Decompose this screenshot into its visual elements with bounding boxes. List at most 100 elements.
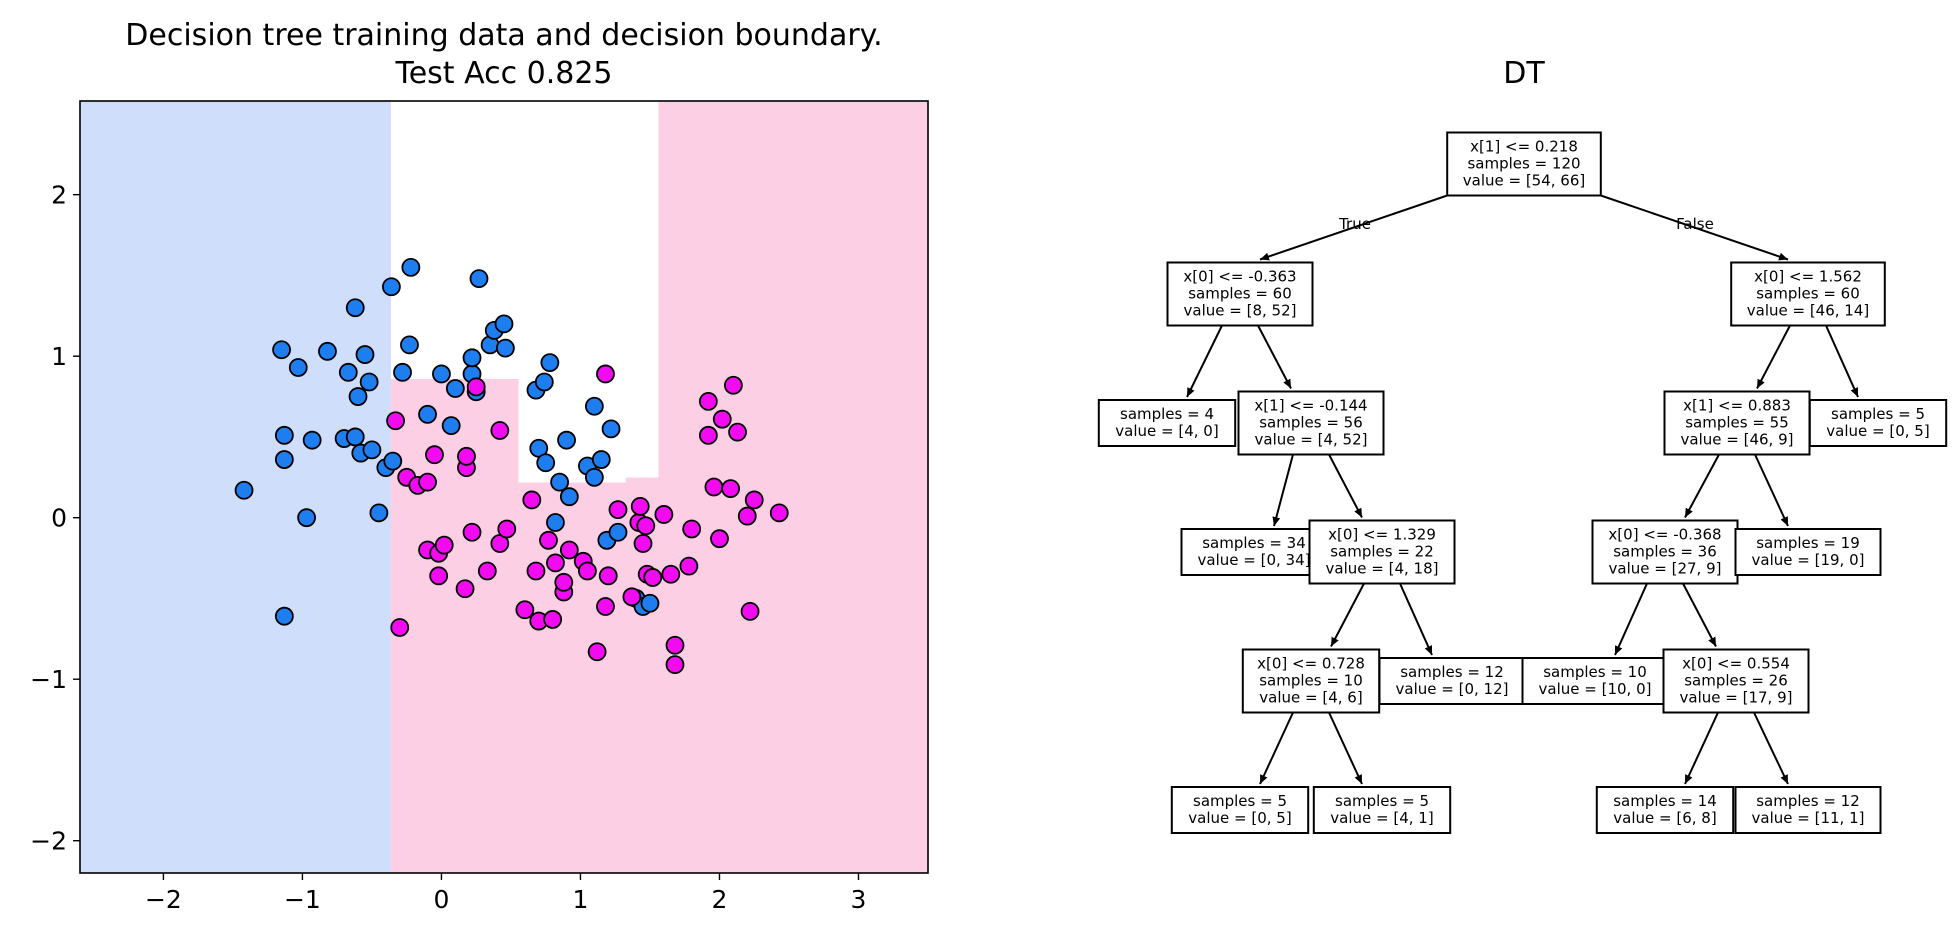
tree-node-text: samples = 36 xyxy=(1613,543,1717,561)
tree-edge-n14-n17 xyxy=(1684,712,1719,785)
tree-node-text: value = [19, 0] xyxy=(1752,551,1865,569)
class1-point-53 xyxy=(712,409,732,429)
class0-point-23 xyxy=(400,335,419,355)
tree-node-text: samples = 60 xyxy=(1188,285,1292,303)
class0-point-20 xyxy=(381,277,401,297)
tree-title: DT xyxy=(1503,56,1545,91)
x-tick-label-1: −1 xyxy=(284,885,321,914)
tree-node-text: samples = 5 xyxy=(1335,792,1429,810)
class1-point-23 xyxy=(539,530,558,550)
tree-edge-n1-n3 xyxy=(1186,325,1223,398)
class1-point-6 xyxy=(425,445,444,465)
class1-point-39 xyxy=(633,534,653,553)
class0-point-27 xyxy=(441,416,461,436)
class0-point-7 xyxy=(302,430,322,450)
tree-node-text: samples = 34 xyxy=(1202,534,1306,552)
class1-point-19 xyxy=(515,600,535,620)
tree-node-text: x[1] <= -0.144 xyxy=(1254,397,1367,415)
y-tick-label-2: 0 xyxy=(51,504,67,533)
tree-node-text: value = [8, 52] xyxy=(1184,302,1297,320)
class0-point-17 xyxy=(362,440,382,460)
scatter-points xyxy=(234,257,789,675)
tree-edge-n4-n7 xyxy=(1272,454,1294,527)
tree-node-text: value = [54, 66] xyxy=(1463,172,1586,190)
tree-edge-label-true: True xyxy=(1338,215,1371,233)
tree-node-text: value = [4, 18] xyxy=(1326,560,1439,578)
tree-node-text: value = [4, 52] xyxy=(1255,431,1368,449)
tree-node-box xyxy=(1180,528,1328,576)
tree-node-text: samples = 4 xyxy=(1120,405,1214,423)
class1-point-25 xyxy=(546,553,565,573)
class1-point-21 xyxy=(526,561,546,581)
tree-node-text: value = [4, 0] xyxy=(1115,422,1218,440)
class0-point-1 xyxy=(272,340,291,360)
x-tick-label-3: 1 xyxy=(573,885,589,914)
class0-point-26 xyxy=(432,364,451,384)
class0-point-36 xyxy=(495,338,515,358)
tree-node-text: x[0] <= -0.363 xyxy=(1183,268,1296,286)
class0-point-55 xyxy=(640,593,660,613)
class1-point-50 xyxy=(698,425,718,445)
class0-point-48 xyxy=(584,396,604,416)
class0-point-4 xyxy=(274,606,294,626)
x-tick-label-2: 0 xyxy=(433,885,449,914)
tree-node-box xyxy=(1734,528,1882,576)
tree-node-text: value = [27, 9] xyxy=(1609,560,1722,578)
tree-node-text: value = [11, 1] xyxy=(1752,809,1865,827)
class1-point-27 xyxy=(554,572,574,592)
class0-point-24 xyxy=(401,257,421,277)
class1-point-15 xyxy=(477,561,497,581)
tree-node-text: samples = 12 xyxy=(1756,792,1860,810)
decision-regions xyxy=(80,101,928,873)
tree-node-text: value = [0, 5] xyxy=(1826,422,1929,440)
tree-edge-n2-n5 xyxy=(1756,325,1791,389)
class0-point-47 xyxy=(584,467,604,487)
y-tick-label-3: 1 xyxy=(51,342,67,371)
tree-node-text: x[0] <= -0.368 xyxy=(1608,526,1721,544)
x-tick-label-5: 3 xyxy=(851,885,867,914)
tree-node-box xyxy=(1734,786,1882,834)
class1-point-0 xyxy=(386,411,405,431)
scatter-title-line1: Decision tree training data and decision… xyxy=(125,18,882,53)
tree-node-box xyxy=(1312,786,1452,834)
class0-point-3 xyxy=(274,450,294,469)
class1-point-54 xyxy=(721,479,740,499)
class1-point-33 xyxy=(596,364,615,384)
class1-point-47 xyxy=(679,556,699,576)
class0-point-51 xyxy=(601,419,621,439)
tree-edge-n14-n18 xyxy=(1753,712,1789,785)
tree-edge-n0-n2 xyxy=(1600,194,1789,261)
tree-node-box xyxy=(1446,131,1602,197)
class0-point-52 xyxy=(608,522,628,542)
class0-point-39 xyxy=(534,372,554,392)
class1-point-49 xyxy=(698,392,718,411)
decision-region-1 xyxy=(390,482,928,873)
tree-node-text: value = [17, 9] xyxy=(1680,689,1793,707)
tree-edge-n5-n10 xyxy=(1754,454,1789,527)
class0-point-41 xyxy=(540,353,560,373)
tree-edge-n4-n8 xyxy=(1328,454,1363,518)
tree-node-box xyxy=(1591,519,1739,585)
tree-node-box xyxy=(1308,519,1456,585)
class0-point-16 xyxy=(359,372,379,392)
class1-point-58 xyxy=(740,601,760,621)
tree-node-text: x[1] <= 0.218 xyxy=(1470,138,1578,156)
class1-point-43 xyxy=(654,505,674,524)
class0-point-15 xyxy=(355,345,375,364)
class0-point-22 xyxy=(393,362,412,382)
tree-node-text: x[0] <= 1.329 xyxy=(1328,526,1436,544)
tree-node-box xyxy=(1595,786,1735,834)
tree-edge-n5-n9 xyxy=(1684,454,1720,518)
tree-node-text: x[1] <= 0.883 xyxy=(1683,397,1791,415)
tree-node-text: value = [6, 8] xyxy=(1613,809,1716,827)
tree-edge-n1-n4 xyxy=(1257,325,1292,389)
tree-node-text: value = [4, 6] xyxy=(1259,689,1362,707)
class0-point-5 xyxy=(288,358,308,377)
